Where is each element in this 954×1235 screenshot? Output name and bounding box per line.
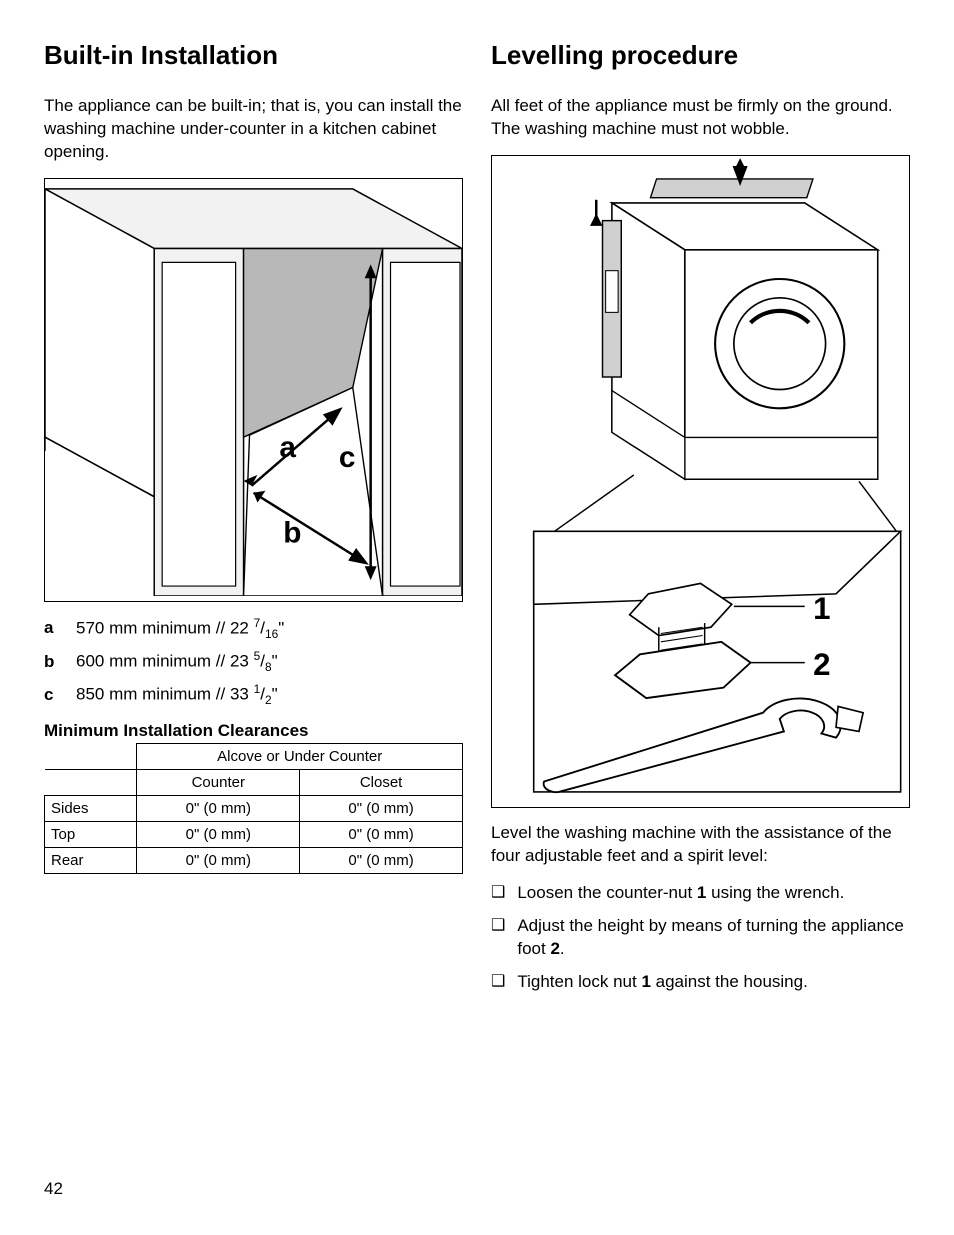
levelling-diagram: 1 2 — [491, 155, 910, 808]
after-figure-text: Level the washing machine with the assis… — [491, 822, 910, 868]
table-row-label: Top — [45, 821, 137, 847]
table-col-blank — [45, 769, 137, 795]
intro-left: The appliance can be built-in; that is, … — [44, 95, 463, 164]
table-cell: 0" (0 mm) — [137, 821, 300, 847]
dimension-item: c 850 mm minimum // 33 1/2" — [44, 682, 463, 707]
detail-label-2: 2 — [813, 647, 830, 682]
section-heading-left: Built-in Installation — [44, 40, 463, 71]
table-title: Minimum Installation Clearances — [44, 721, 463, 741]
dim-label-a: a — [279, 431, 296, 464]
dim-label-b: b — [283, 516, 301, 549]
table-row-label: Rear — [45, 847, 137, 873]
step-item: Adjust the height by means of turning th… — [491, 915, 910, 961]
table-cell: 0" (0 mm) — [300, 821, 463, 847]
dimension-item: a 570 mm minimum // 22 7/16" — [44, 616, 463, 641]
table-row-label: Sides — [45, 795, 137, 821]
step-item: Loosen the counter-nut 1 using the wrenc… — [491, 882, 910, 905]
table-cell: 0" (0 mm) — [137, 795, 300, 821]
dimension-item: b 600 mm minimum // 23 5/8" — [44, 649, 463, 674]
table-col-counter: Counter — [137, 769, 300, 795]
steps-list: Loosen the counter-nut 1 using the wrenc… — [491, 882, 910, 994]
dimension-list: a 570 mm minimum // 22 7/16" b 600 mm mi… — [44, 616, 463, 707]
dim-label-c: c — [339, 441, 356, 474]
intro-right: All feet of the appliance must be firmly… — [491, 95, 910, 141]
table-col-closet: Closet — [300, 769, 463, 795]
clearances-table: Alcove or Under Counter Counter Closet S… — [44, 743, 463, 874]
table-cell: 0" (0 mm) — [300, 847, 463, 873]
counter-diagram: a c b — [44, 178, 463, 602]
table-cell: 0" (0 mm) — [137, 847, 300, 873]
step-item: Tighten lock nut 1 against the housing. — [491, 971, 910, 994]
detail-label-1: 1 — [813, 591, 830, 626]
page-number: 42 — [44, 1179, 63, 1199]
table-cell: 0" (0 mm) — [300, 795, 463, 821]
table-group-header: Alcove or Under Counter — [137, 743, 463, 769]
section-heading-right: Levelling procedure — [491, 40, 910, 71]
